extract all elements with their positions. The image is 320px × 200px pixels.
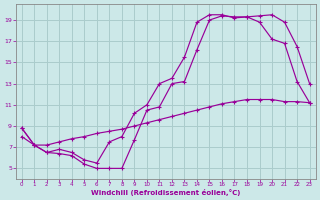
X-axis label: Windchill (Refroidissement éolien,°C): Windchill (Refroidissement éolien,°C) [91,189,240,196]
